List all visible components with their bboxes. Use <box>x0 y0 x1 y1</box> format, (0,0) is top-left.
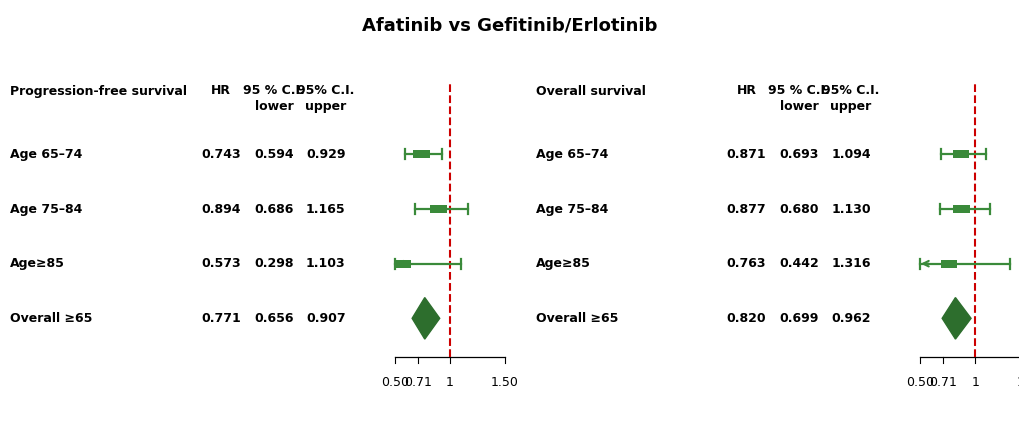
Text: Progression-free survival: Progression-free survival <box>10 85 187 98</box>
Text: 0.686: 0.686 <box>254 203 293 216</box>
Text: Afatinib vs Gefitinib/Erlotinib: Afatinib vs Gefitinib/Erlotinib <box>362 17 657 35</box>
Polygon shape <box>942 298 970 339</box>
Text: 0.594: 0.594 <box>254 148 293 161</box>
Text: 0.743: 0.743 <box>202 148 240 161</box>
Text: Overall ≥65: Overall ≥65 <box>535 312 618 325</box>
Text: Age 65–74: Age 65–74 <box>10 148 83 161</box>
Text: 95 % C.I.: 95 % C.I. <box>243 84 305 97</box>
Text: 1: 1 <box>445 376 453 389</box>
Text: 0.298: 0.298 <box>254 257 293 270</box>
Text: 95 % C.I.: 95 % C.I. <box>767 84 829 97</box>
Text: 1.50: 1.50 <box>1015 376 1019 389</box>
Bar <box>413 150 429 158</box>
Text: lower: lower <box>255 100 293 113</box>
Text: 1.165: 1.165 <box>306 203 345 216</box>
Text: 0.929: 0.929 <box>306 148 345 161</box>
Polygon shape <box>412 298 439 339</box>
Text: Age≥85: Age≥85 <box>10 257 65 270</box>
Text: 0.820: 0.820 <box>727 312 765 325</box>
Text: 0.877: 0.877 <box>727 203 765 216</box>
Text: 0.763: 0.763 <box>727 257 765 270</box>
Text: upper: upper <box>829 100 871 113</box>
Text: 95% C.I.: 95% C.I. <box>821 84 878 97</box>
Text: 0.693: 0.693 <box>779 148 818 161</box>
Text: 0.962: 0.962 <box>830 312 870 325</box>
Text: upper: upper <box>305 100 346 113</box>
Text: 0.656: 0.656 <box>254 312 293 325</box>
Text: 1.130: 1.130 <box>830 203 870 216</box>
Text: Overall ≥65: Overall ≥65 <box>10 312 93 325</box>
Text: 1.103: 1.103 <box>306 257 345 270</box>
Text: Age≥85: Age≥85 <box>535 257 590 270</box>
Text: Overall survival: Overall survival <box>535 85 645 98</box>
Bar <box>394 260 411 268</box>
Text: 0.50: 0.50 <box>905 376 933 389</box>
Bar <box>952 150 968 158</box>
Text: lower: lower <box>780 100 818 113</box>
Text: 0.573: 0.573 <box>202 257 240 270</box>
Text: Age 65–74: Age 65–74 <box>535 148 607 161</box>
Text: HR: HR <box>211 84 231 97</box>
Text: 0.894: 0.894 <box>202 203 240 216</box>
Text: 0.442: 0.442 <box>779 257 818 270</box>
Bar <box>940 260 957 268</box>
Text: 0.907: 0.907 <box>306 312 345 325</box>
Text: HR: HR <box>736 84 756 97</box>
Bar <box>430 205 446 213</box>
Bar <box>953 205 969 213</box>
Text: 1.316: 1.316 <box>830 257 870 270</box>
Text: 0.50: 0.50 <box>380 376 409 389</box>
Text: 0.680: 0.680 <box>779 203 818 216</box>
Text: 0.699: 0.699 <box>779 312 818 325</box>
Text: 0.771: 0.771 <box>201 312 240 325</box>
Text: 0.871: 0.871 <box>727 148 765 161</box>
Text: 1.50: 1.50 <box>490 376 519 389</box>
Text: 0.71: 0.71 <box>928 376 957 389</box>
Text: 1.094: 1.094 <box>830 148 870 161</box>
Text: Age 75–84: Age 75–84 <box>10 203 83 216</box>
Text: 95% C.I.: 95% C.I. <box>297 84 354 97</box>
Text: 1: 1 <box>970 376 978 389</box>
Text: Age 75–84: Age 75–84 <box>535 203 607 216</box>
Text: 0.71: 0.71 <box>404 376 432 389</box>
